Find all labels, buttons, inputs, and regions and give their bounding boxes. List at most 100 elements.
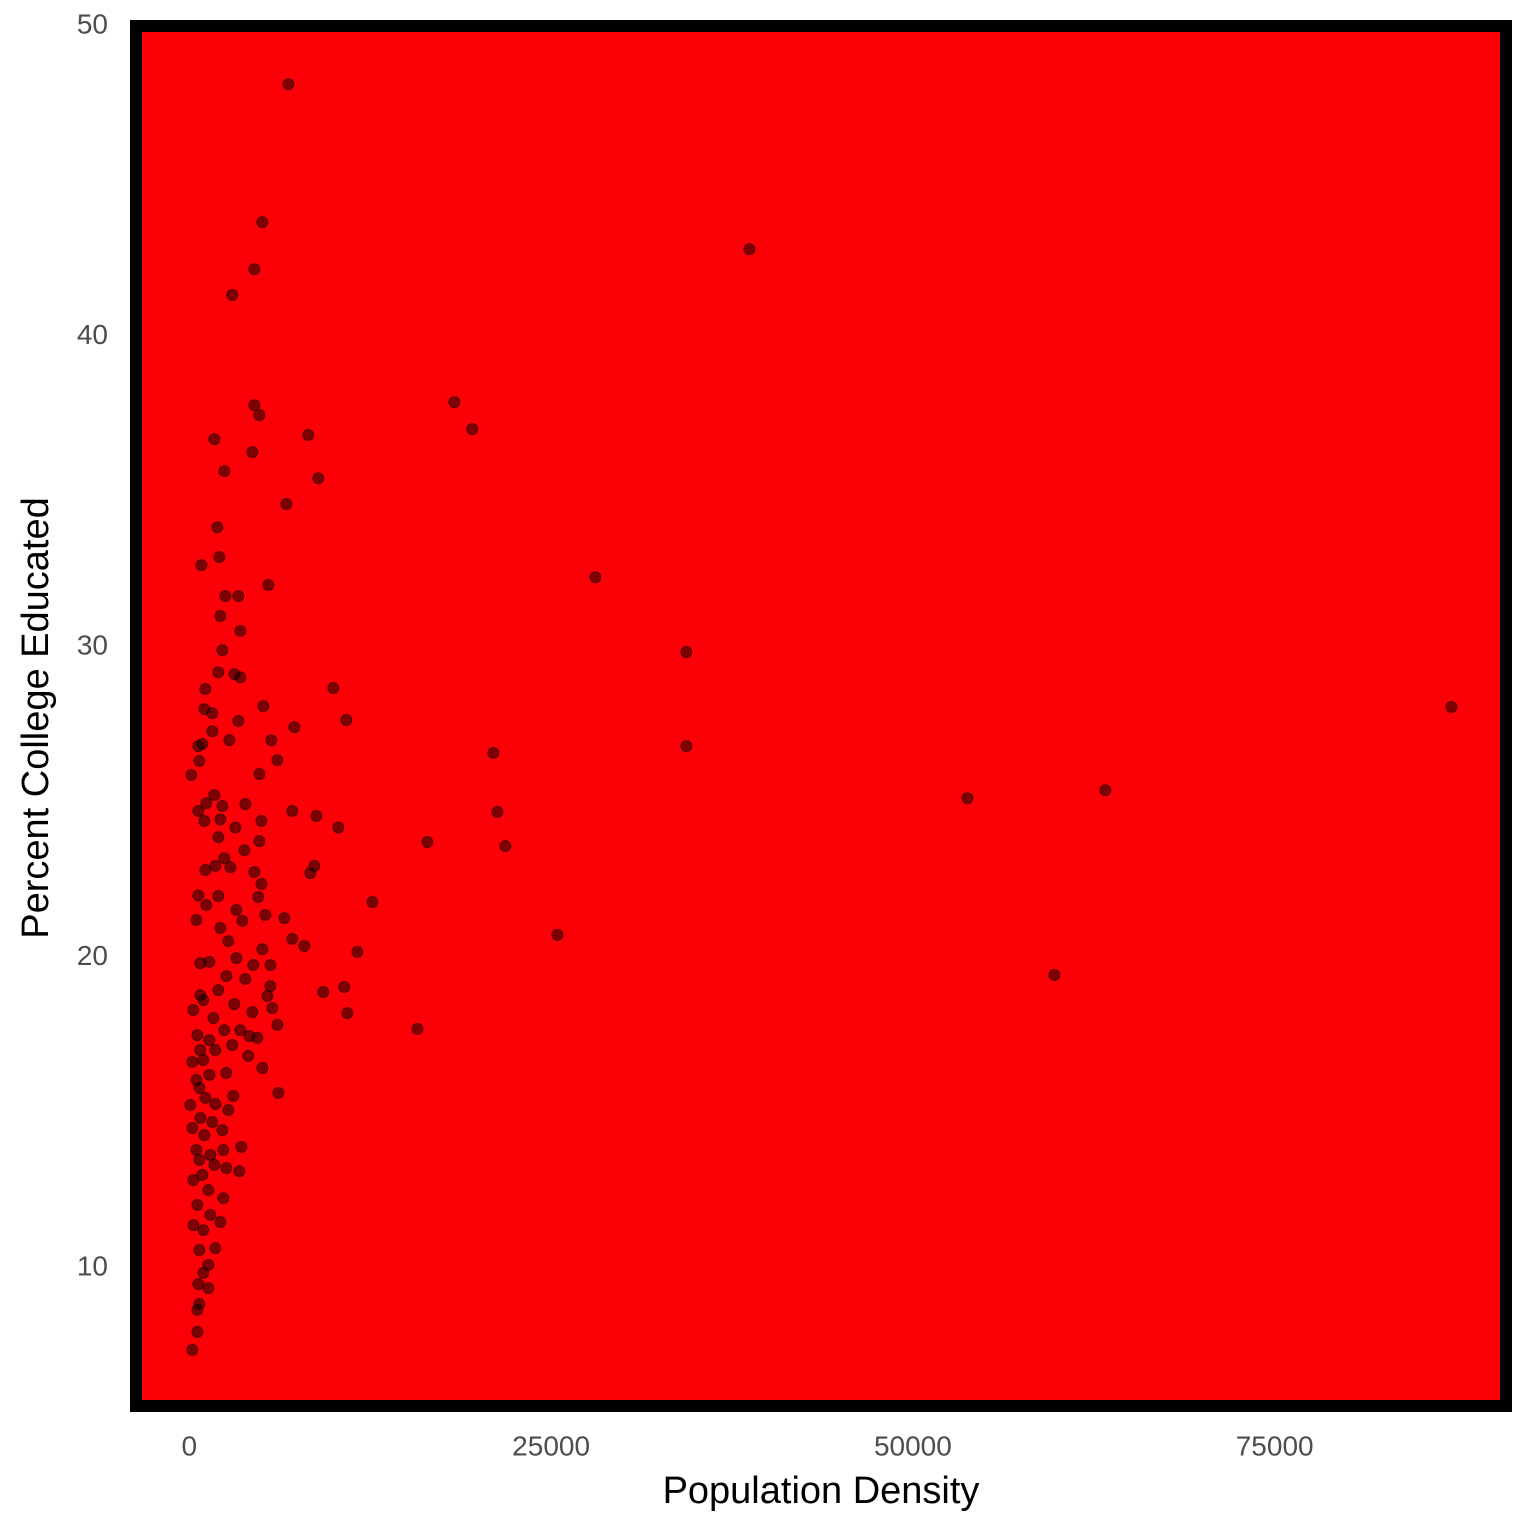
- point: [232, 714, 245, 727]
- point: [680, 646, 693, 659]
- point: [491, 805, 504, 818]
- point: [248, 866, 261, 879]
- point: [229, 821, 242, 834]
- point: [194, 1044, 207, 1057]
- point: [961, 792, 974, 805]
- y-tick-label: 40: [77, 319, 108, 350]
- point: [207, 1012, 220, 1025]
- point: [203, 955, 216, 968]
- point: [223, 734, 236, 747]
- point: [271, 754, 284, 767]
- point: [248, 399, 261, 412]
- point: [310, 809, 323, 822]
- point: [233, 1165, 246, 1178]
- point: [186, 1121, 199, 1134]
- point: [208, 1158, 221, 1171]
- point: [1099, 784, 1112, 797]
- point: [187, 1003, 200, 1016]
- point: [255, 814, 268, 827]
- point: [235, 1140, 248, 1153]
- point: [226, 1039, 239, 1052]
- point: [246, 446, 259, 459]
- point: [271, 1018, 284, 1031]
- point: [288, 721, 301, 734]
- y-tick-label: 30: [77, 629, 108, 660]
- point: [332, 821, 345, 834]
- point: [204, 1208, 217, 1221]
- point: [257, 700, 270, 713]
- point: [216, 800, 229, 813]
- point: [197, 1053, 210, 1066]
- point: [208, 433, 221, 446]
- point: [191, 1325, 204, 1338]
- point: [212, 831, 225, 844]
- plot-border: [130, 20, 1512, 1412]
- point: [209, 859, 222, 872]
- point: [448, 396, 461, 409]
- point: [253, 768, 266, 781]
- point: [327, 682, 340, 695]
- point: [421, 836, 434, 849]
- point: [214, 813, 227, 826]
- x-tick-label: 50000: [874, 1430, 952, 1461]
- point: [191, 1029, 204, 1042]
- point: [199, 1091, 212, 1104]
- point: [199, 863, 212, 876]
- point: [236, 914, 249, 927]
- point: [487, 746, 500, 759]
- point: [246, 1006, 259, 1019]
- point: [206, 707, 219, 720]
- point: [185, 768, 198, 781]
- point: [272, 1086, 285, 1099]
- point: [227, 1089, 240, 1102]
- point: [197, 994, 210, 1007]
- point: [220, 1161, 233, 1174]
- point: [209, 1242, 222, 1255]
- point: [198, 814, 211, 827]
- point: [248, 263, 261, 276]
- point: [286, 932, 299, 945]
- point: [253, 835, 266, 848]
- point: [192, 889, 205, 902]
- point: [218, 465, 231, 478]
- point: [197, 1224, 210, 1237]
- point: [264, 980, 277, 993]
- x-tick-label: 25000: [512, 1430, 590, 1461]
- point: [680, 740, 693, 753]
- point: [219, 590, 232, 603]
- point: [298, 940, 311, 953]
- point: [217, 1192, 230, 1205]
- point: [192, 740, 205, 753]
- point: [341, 1007, 354, 1020]
- point: [255, 877, 268, 890]
- point: [351, 945, 364, 958]
- x-axis-title: Population Density: [663, 1470, 980, 1512]
- point: [211, 521, 224, 534]
- x-tick-label: 75000: [1236, 1430, 1314, 1461]
- point: [466, 423, 479, 436]
- point: [302, 429, 315, 442]
- point: [206, 1116, 219, 1129]
- point: [338, 981, 351, 994]
- point: [266, 1002, 279, 1015]
- point: [304, 867, 317, 880]
- point: [190, 1143, 203, 1156]
- point: [212, 890, 225, 903]
- point: [264, 958, 277, 971]
- point: [230, 904, 243, 917]
- point: [198, 1129, 211, 1142]
- point: [218, 1024, 231, 1037]
- x-tick-label: 0: [182, 1430, 198, 1461]
- point: [411, 1022, 424, 1035]
- point: [253, 409, 266, 422]
- point: [220, 970, 233, 983]
- point: [203, 1034, 216, 1047]
- point: [192, 1278, 205, 1291]
- point: [286, 804, 299, 817]
- point: [187, 1174, 200, 1187]
- point: [202, 1282, 215, 1295]
- point: [239, 798, 252, 811]
- point: [212, 984, 225, 997]
